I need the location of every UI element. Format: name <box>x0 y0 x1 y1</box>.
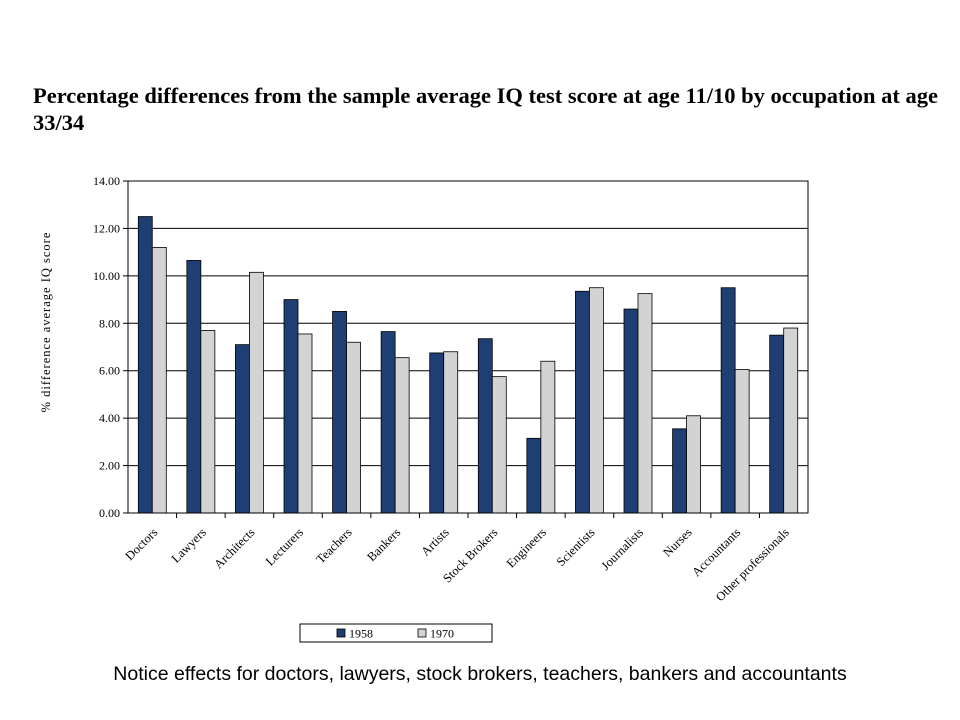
bar-1958-journalists <box>623 308 639 514</box>
y-tick-label: 4.00 <box>99 411 120 425</box>
bars <box>137 216 799 514</box>
bar-1958-engineers <box>526 437 542 514</box>
bar-1958-artists <box>429 352 445 514</box>
axes <box>123 180 809 518</box>
x-tick-label: Architects <box>211 525 257 571</box>
bar-1970-accountants <box>734 369 750 514</box>
bar-1970-artists <box>443 351 459 514</box>
bar-1958-accountants <box>720 287 736 514</box>
bar-1970-bankers <box>394 357 410 514</box>
legend-box <box>299 623 493 643</box>
bar-1958-architects <box>235 344 250 514</box>
y-tick-label: 14.00 <box>93 174 120 188</box>
bar-1970-other-professionals <box>783 327 799 514</box>
bar-1970-doctors <box>151 246 167 514</box>
y-tick-label: 12.00 <box>93 221 120 235</box>
x-tick-label: Scientists <box>554 525 598 569</box>
x-tick-label: Journalists <box>598 525 646 573</box>
x-tick-label: Lawyers <box>169 525 209 565</box>
bar-1958-other-professionals <box>769 334 785 514</box>
bar-1958-bankers <box>380 331 396 514</box>
bar-1958-scientists <box>575 290 590 514</box>
y-tick-label: 8.00 <box>99 316 120 330</box>
y-tick-label: 2.00 <box>99 459 120 473</box>
legend: 1958 1970 <box>299 623 493 643</box>
bar-1958-teachers <box>332 311 347 514</box>
plot-area <box>127 180 809 514</box>
x-tick-label: Teachers <box>314 525 355 566</box>
bar-1958-lawyers <box>186 260 202 514</box>
y-tick-label: 6.00 <box>99 364 120 378</box>
x-tick-label: Doctors <box>123 525 161 563</box>
bar-1970-stock-brokers <box>491 376 507 514</box>
x-tick-label: Engineers <box>504 525 549 570</box>
y-axis-title: % difference average IQ score <box>39 232 53 413</box>
bar-1958-lecturers <box>283 299 299 514</box>
bar-1958-nurses <box>672 428 687 514</box>
gridlines <box>128 227 808 467</box>
x-tick-label: Lecturers <box>263 525 306 568</box>
bar-1970-journalists <box>637 293 653 514</box>
slide-caption: Notice effects for doctors, lawyers, sto… <box>113 663 847 685</box>
y-tick-label: 10.00 <box>93 269 120 283</box>
bar-1970-teachers <box>346 341 361 514</box>
bar-1958-stock-brokers <box>477 338 493 514</box>
bar-1970-lecturers <box>297 333 313 514</box>
x-tick-label: Bankers <box>364 525 403 564</box>
legend-swatch-1970 <box>417 628 427 638</box>
bar-1958-doctors <box>137 216 153 514</box>
bar-1970-lawyers <box>200 329 216 514</box>
x-tick-label: Artists <box>418 525 452 559</box>
bar-1970-engineers <box>540 360 556 514</box>
y-tick-label: 0.00 <box>99 506 120 520</box>
legend-label-1958: 1958 <box>349 627 373 641</box>
bar-1970-nurses <box>686 415 701 514</box>
x-tick-label: Nurses <box>660 525 695 560</box>
legend-swatch-1958 <box>336 628 346 638</box>
slide-title: Percentage differences from the sample a… <box>33 83 938 135</box>
bar-1970-architects <box>249 271 264 514</box>
bar-1970-scientists <box>589 287 604 514</box>
legend-label-1970: 1970 <box>430 627 454 641</box>
